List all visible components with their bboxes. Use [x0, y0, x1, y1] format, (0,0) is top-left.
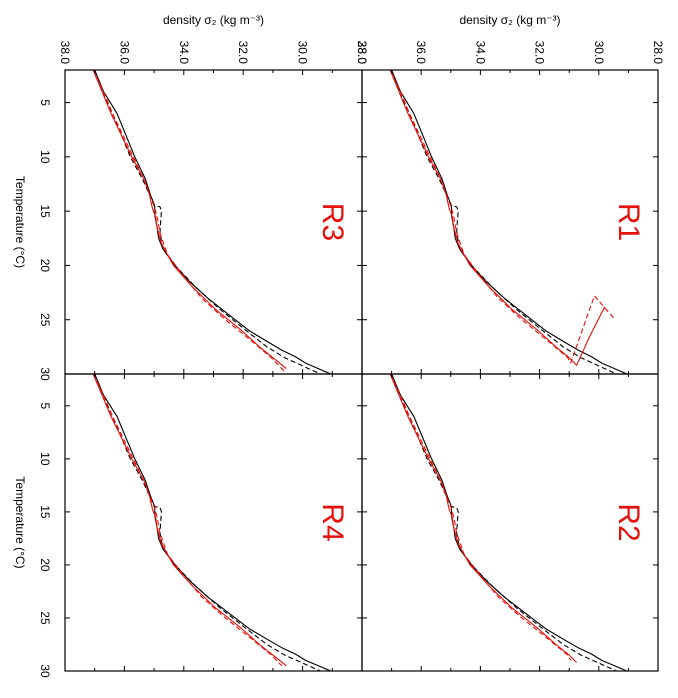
- density-tick-label: 36.0: [117, 41, 131, 65]
- density-tick-label: 30.0: [296, 41, 310, 65]
- panel-title: R4: [316, 503, 349, 541]
- series-group: [92, 70, 332, 374]
- panel-r2: R2: [361, 373, 659, 672]
- series-line-red-solid: [389, 374, 577, 663]
- temperature-tick-label: 20: [38, 558, 52, 572]
- series-line-black-dashed: [391, 70, 617, 374]
- temperature-tick-label: 30: [38, 367, 52, 381]
- series-line-black-solid: [94, 70, 332, 374]
- panel-title: R2: [612, 503, 645, 541]
- temperature-tick-label: 5: [38, 99, 52, 106]
- series-group: [389, 374, 628, 671]
- density-tick-label: 34.0: [177, 41, 191, 65]
- density-tick-label: 38.0: [58, 41, 72, 65]
- panel-r3: R3: [64, 69, 363, 375]
- series-line-black-dashed: [391, 374, 617, 671]
- density-tick-label: 32.0: [236, 41, 250, 65]
- panel-r4: R4: [64, 373, 363, 672]
- density-tick-label: 32.0: [533, 41, 547, 65]
- density-tick-label: 30.0: [592, 41, 606, 65]
- density-tick-label: 34.0: [473, 41, 487, 65]
- panel-frame: [64, 373, 363, 672]
- series-line-red-dashed: [92, 374, 283, 667]
- density-tick-label: 36.0: [414, 41, 428, 65]
- series-line-red-solid: [389, 70, 606, 366]
- temperature-tick-label: 10: [38, 150, 52, 164]
- series-line-red-solid: [92, 374, 287, 667]
- series-group: [389, 70, 628, 374]
- series-line-black-solid: [390, 70, 628, 374]
- density-axis-title: density σ₂ (kg m⁻³): [163, 13, 264, 27]
- temperature-tick-label: 15: [38, 505, 52, 519]
- series-line-red-dashed: [92, 70, 286, 373]
- temperature-axis-title: Temperature (°C): [13, 176, 27, 268]
- series-line-black-solid: [390, 374, 628, 671]
- density-tick-label: 38.0: [355, 41, 369, 65]
- temperature-tick-label: 15: [38, 204, 52, 218]
- series-line-red-dashed: [389, 70, 616, 364]
- panel-title: R1: [612, 203, 645, 241]
- density-tick-label: 28.0: [355, 41, 369, 65]
- density-axis-title: density σ₂ (kg m⁻³): [459, 13, 560, 27]
- series-line-red-solid: [92, 70, 287, 370]
- series-line-black-solid: [94, 374, 332, 671]
- panel-title: R3: [316, 203, 349, 241]
- temperature-tick-label: 25: [38, 611, 52, 625]
- temperature-tick-label: 25: [38, 313, 52, 327]
- series-line-black-dashed: [94, 70, 321, 374]
- density-tick-label: 28.0: [651, 41, 665, 65]
- series-group: [92, 374, 332, 671]
- temperature-tick-label: 20: [38, 259, 52, 273]
- temperature-tick-label: 10: [38, 452, 52, 466]
- series-line-red-dashed: [389, 374, 572, 661]
- panel-r1: R1: [361, 69, 659, 375]
- temperature-axis-title: Temperature (°C): [13, 476, 27, 568]
- series-line-black-dashed: [94, 374, 321, 671]
- temperature-tick-label: 30: [38, 664, 52, 678]
- temperature-tick-label: 5: [38, 402, 52, 409]
